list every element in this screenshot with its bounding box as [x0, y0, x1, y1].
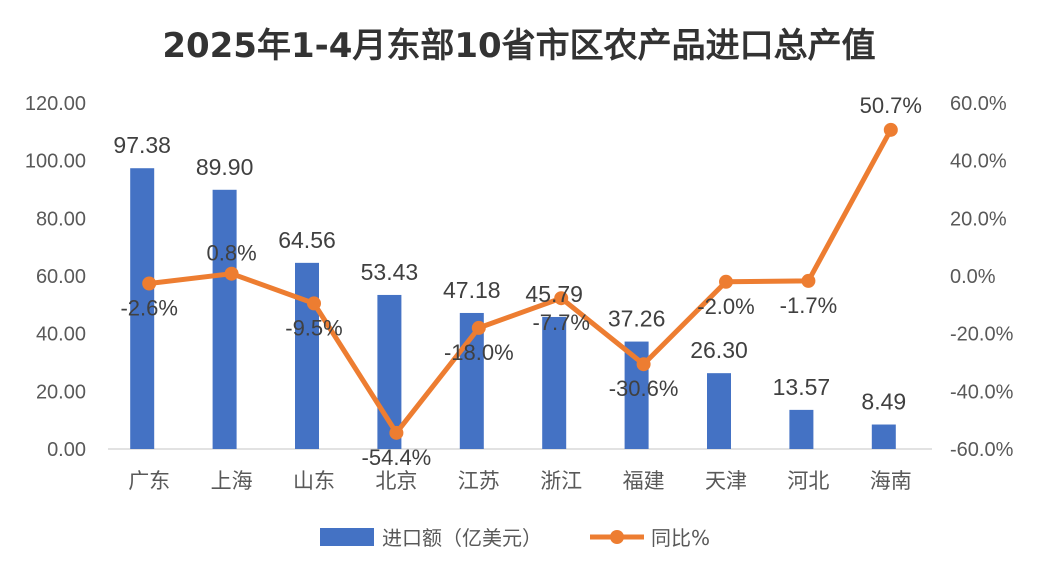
right-axis-tick-label: 40.0% — [950, 151, 1007, 173]
x-axis-category-label: 海南 — [870, 469, 912, 493]
bar — [130, 168, 155, 449]
x-axis-category-label: 广东 — [128, 469, 170, 493]
bar-data-label: 97.38 — [113, 132, 171, 158]
bar-data-label: 45.79 — [525, 281, 583, 307]
line-series — [142, 122, 898, 440]
left-axis-tick-label: 40.00 — [36, 324, 86, 346]
bar-data-label: 8.49 — [861, 389, 906, 415]
line-point — [471, 320, 486, 335]
bar — [542, 316, 567, 449]
x-axis-category-label: 福建 — [623, 469, 665, 493]
line-point — [883, 122, 898, 137]
legend-label-bar: 进口额（亿美元） — [382, 526, 542, 550]
legend-swatch-marker — [610, 530, 624, 544]
left-axis-tick-label: 20.00 — [36, 381, 86, 403]
chart-title: 2025年1-4月东部10省市区农产品进口总产值 — [162, 26, 875, 66]
bar — [212, 189, 237, 449]
x-axis-category-label: 浙江 — [540, 469, 582, 493]
line-point — [801, 273, 816, 288]
line-data-label: -9.5% — [285, 315, 342, 340]
bar-data-label: 13.57 — [773, 374, 831, 400]
line-data-labels: -2.6% 0.8% -9.5% -54.4% -18.0% -7.7% -30.6% -2.… — [120, 93, 922, 470]
bar-data-label: 47.18 — [443, 277, 501, 303]
line-data-label: -2.0% — [697, 294, 754, 319]
right-axis-tick-label: 0.0% — [950, 266, 996, 288]
line-point — [554, 291, 569, 306]
line-data-label: -2.6% — [120, 295, 177, 320]
line-point — [636, 357, 651, 372]
line-point — [224, 266, 239, 281]
bar-series — [130, 168, 896, 449]
bar-data-labels: 97.38 89.90 64.56 53.43 47.18 45.79 37.26 26.30… — [113, 132, 906, 414]
right-axis-tick-label: 60.0% — [950, 93, 1007, 115]
right-axis-tick-label: 20.0% — [950, 208, 1007, 230]
left-axis-tick-label: 0.00 — [47, 439, 86, 461]
line-data-label: -7.7% — [532, 310, 589, 335]
left-axis-tick-label: 80.00 — [36, 208, 86, 230]
right-axis-tick-label: -20.0% — [950, 324, 1014, 346]
x-axis-category-label: 山东 — [293, 469, 335, 493]
legend-swatch-bar — [320, 528, 374, 546]
line-point — [307, 296, 321, 311]
left-axis-tick-label: 60.00 — [36, 266, 86, 288]
x-axis-category-label: 上海 — [211, 469, 253, 493]
line-path — [148, 128, 893, 436]
bar-data-label: 53.43 — [361, 259, 419, 285]
bar — [295, 262, 319, 449]
legend-label-line: 同比% — [651, 526, 710, 550]
line-data-label: -30.6% — [609, 376, 679, 401]
line-data-label: -1.7% — [780, 293, 837, 318]
x-axis-category-label: 江苏 — [458, 469, 500, 493]
right-axis-tick-label: -40.0% — [950, 381, 1014, 403]
x-axis-category-label: 河北 — [787, 469, 829, 493]
line-data-label: -18.0% — [444, 340, 514, 365]
x-axis-category-label: 北京 — [375, 469, 417, 493]
bar-data-label: 37.26 — [608, 306, 666, 332]
bar — [707, 373, 731, 449]
bar-data-label: 64.56 — [278, 227, 336, 253]
legend: 进口额（亿美元） 同比% — [320, 526, 710, 550]
line-point — [142, 276, 157, 291]
line-point — [389, 425, 404, 440]
right-axis-tick-label: -60.0% — [950, 439, 1014, 461]
x-axis-category-label: 天津 — [705, 469, 747, 493]
bar-data-label: 89.90 — [196, 154, 254, 180]
left-axis: 0.00 20.00 40.00 60.00 80.00 100.00 120.00 — [25, 93, 86, 461]
x-axis-categories: 广东 上海 山东 北京 江苏 浙江 福建 天津 河北 海南 — [128, 469, 912, 493]
line-data-label: 0.8% — [207, 241, 257, 266]
bar — [789, 409, 814, 449]
bar — [871, 424, 896, 449]
left-axis-tick-label: 120.00 — [25, 93, 86, 115]
right-axis: -60.0% -40.0% -20.0% 0.0% 20.0% 40.0% 60.0% — [950, 93, 1014, 461]
line-data-label: 50.7% — [860, 93, 922, 118]
line-point — [719, 274, 733, 289]
line-data-label: -54.4% — [362, 445, 432, 470]
bar-data-label: 26.30 — [690, 337, 748, 363]
left-axis-tick-label: 100.00 — [25, 151, 86, 173]
